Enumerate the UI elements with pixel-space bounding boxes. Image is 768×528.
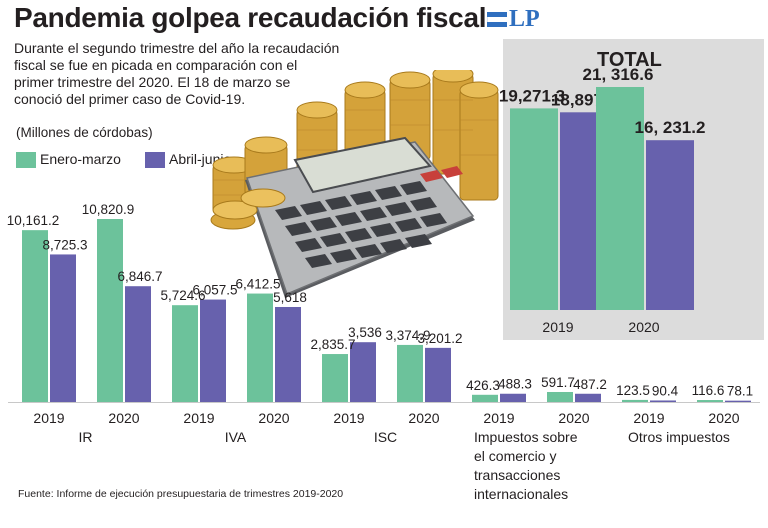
year-tick-label: 2020 xyxy=(708,410,739,426)
year-tick-label: 2019 xyxy=(183,410,214,426)
category-label-line: IVA xyxy=(224,429,247,445)
intro-line: Durante el segundo trimestre del año la … xyxy=(14,40,340,56)
total-bar-abril-junio xyxy=(646,140,694,310)
category-label-line: transacciones xyxy=(474,467,561,483)
total-bar-enero-marzo xyxy=(510,108,558,310)
intro-line: primer trimestre del 2020. El 18 de marz… xyxy=(14,74,291,90)
data-label: 426.3 xyxy=(466,378,500,393)
category-label: IR xyxy=(46,428,126,447)
calculator xyxy=(245,136,475,298)
bar-enero-marzo xyxy=(172,305,198,402)
data-label: 6,846.7 xyxy=(117,269,162,284)
publisher-logo: LP xyxy=(487,6,553,34)
data-label: 123.5 xyxy=(616,383,650,398)
bar-abril-junio xyxy=(350,342,376,402)
bar-abril-junio xyxy=(650,400,676,402)
data-label: 10,161.2 xyxy=(7,213,60,228)
bar-abril-junio xyxy=(125,286,151,402)
total-bar-enero-marzo xyxy=(596,87,644,310)
year-tick-label: 2019 xyxy=(483,410,514,426)
data-label: 3,536 xyxy=(348,325,382,340)
category-label-line: Impuestos sobre xyxy=(474,429,578,445)
year-tick-label: 2019 xyxy=(33,410,64,426)
bar-enero-marzo xyxy=(547,391,573,402)
category-label-line: IR xyxy=(78,429,93,445)
coins-foreground xyxy=(210,188,286,230)
category-label-line: Otros impuestos xyxy=(628,429,730,445)
bar-enero-marzo xyxy=(322,354,348,402)
bar-abril-junio xyxy=(575,393,601,402)
bar-enero-marzo xyxy=(397,344,423,402)
year-tick-label: 2019 xyxy=(633,410,664,426)
total-data-label: 19,271.3 xyxy=(499,86,565,105)
source-note: Fuente: Informe de ejecución presupuesta… xyxy=(18,488,344,500)
bar-abril-junio xyxy=(200,299,226,402)
bar-enero-marzo xyxy=(697,400,723,402)
bar-abril-junio xyxy=(50,254,76,402)
category-label-line: ISC xyxy=(373,429,398,445)
page-title: Pandemia golpea recaudación fiscal xyxy=(14,2,487,33)
total-year-label: 2019 xyxy=(542,319,573,335)
data-label: 6,412.5 xyxy=(235,277,280,292)
logo-text: LP xyxy=(509,6,540,32)
baseline xyxy=(8,402,760,403)
year-tick-label: 2020 xyxy=(558,410,589,426)
coin-stacks xyxy=(212,70,499,214)
year-tick-label: 2020 xyxy=(108,410,139,426)
legend-label: Enero-marzo xyxy=(40,151,121,167)
bar-enero-marzo xyxy=(22,230,48,402)
category-label: IVA xyxy=(196,428,276,447)
bar-abril-junio xyxy=(500,393,526,402)
units-label: (Millones de córdobas) xyxy=(16,125,153,140)
data-label: 90.4 xyxy=(652,383,679,398)
data-label: 487.2 xyxy=(573,377,607,392)
bar-enero-marzo xyxy=(622,399,648,402)
data-label: 5,724.6 xyxy=(160,288,205,303)
data-label: 10,820.9 xyxy=(82,202,135,217)
year-tick-label: 2019 xyxy=(333,410,364,426)
data-label: 3,201.2 xyxy=(417,331,462,346)
category-label-line: el comercio y xyxy=(474,448,557,464)
total-data-label: 21, 316.6 xyxy=(583,65,654,84)
category-label: Impuestos sobre el comercio y transaccione… xyxy=(474,428,578,504)
year-tick-label: 2020 xyxy=(258,410,289,426)
data-label: 6,057.5 xyxy=(192,283,237,298)
flag-icon xyxy=(487,12,507,28)
data-label: 116.6 xyxy=(692,383,725,398)
intro-line: conoció del primer caso de Covid-19. xyxy=(14,91,246,107)
data-label: 3,374.9 xyxy=(385,328,430,343)
data-label: 5,618 xyxy=(273,290,307,305)
bar-enero-marzo xyxy=(97,219,123,402)
data-label: 2,835.7 xyxy=(310,337,355,352)
data-label: 591.7 xyxy=(541,375,575,390)
bar-enero-marzo xyxy=(247,293,273,402)
intro-line: fiscal se fue en picada en comparación c… xyxy=(14,57,298,73)
bar-abril-junio xyxy=(725,400,751,402)
data-label: 8,725.3 xyxy=(42,237,87,252)
total-title: TOTAL xyxy=(597,49,662,71)
year-tick-label: 2020 xyxy=(408,410,439,426)
bar-abril-junio xyxy=(425,347,451,402)
legend-swatch xyxy=(16,152,36,168)
bar-abril-junio xyxy=(275,306,301,402)
total-data-label: 16, 231.2 xyxy=(635,118,706,137)
category-label-line: internacionales xyxy=(474,486,569,502)
bar-enero-marzo xyxy=(472,394,498,402)
data-label: 488.3 xyxy=(498,377,532,392)
data-label: 78.1 xyxy=(727,384,753,399)
category-label: Otros impuestos xyxy=(628,428,730,447)
total-year-label: 2020 xyxy=(628,319,659,335)
legend-swatch xyxy=(145,152,165,168)
calculator-coins-illustration xyxy=(210,70,499,298)
category-label: ISC xyxy=(346,428,426,447)
intro-text: Durante el segundo trimestre del año la … xyxy=(14,40,394,108)
